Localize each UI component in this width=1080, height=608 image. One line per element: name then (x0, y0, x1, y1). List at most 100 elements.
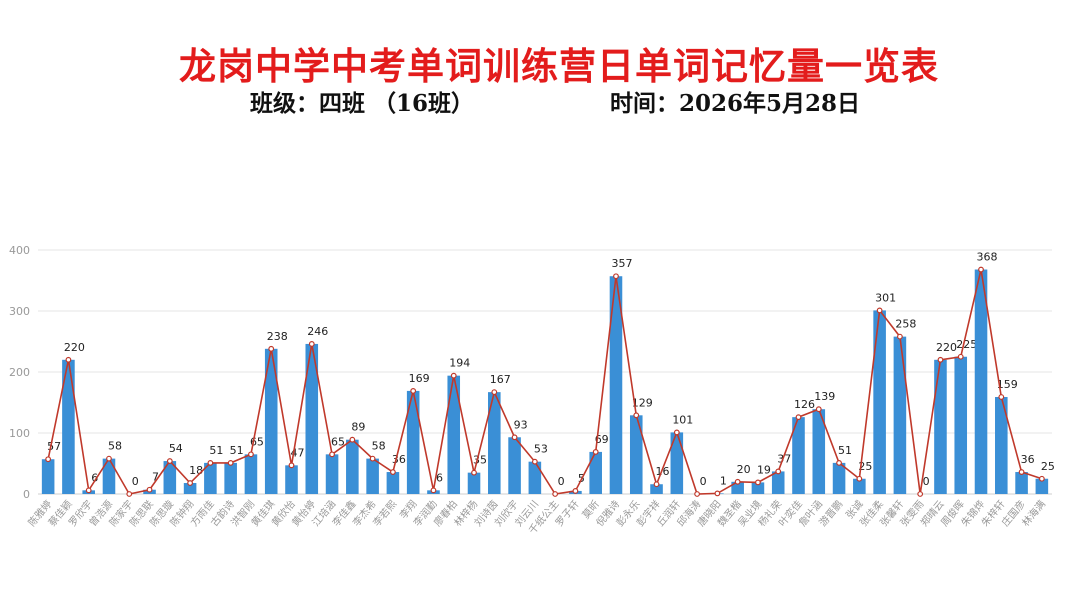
data-label: 169 (409, 372, 430, 385)
bar (954, 356, 968, 494)
series-point (856, 475, 863, 482)
series-point (1018, 469, 1025, 475)
series-point (734, 478, 741, 485)
data-label: 238 (267, 330, 288, 343)
series-point (227, 459, 234, 466)
data-label: 159 (997, 378, 1018, 391)
data-label: 18 (189, 464, 203, 477)
series-point (937, 356, 944, 363)
bar (163, 461, 177, 494)
y-tick-label: 0 (23, 488, 30, 501)
series-point (471, 469, 477, 476)
data-label: 53 (534, 443, 548, 456)
bar (325, 454, 339, 494)
data-label: 58 (108, 440, 122, 453)
series-point (795, 414, 802, 421)
bar (893, 336, 907, 494)
series-point (207, 459, 214, 466)
data-label: 51 (230, 444, 244, 457)
series-point (694, 491, 700, 497)
series-point (836, 459, 842, 466)
data-label: 7 (152, 471, 159, 484)
bar (346, 439, 359, 494)
bar (731, 481, 744, 494)
y-tick-label: 200 (9, 366, 30, 379)
data-label: 139 (814, 390, 835, 403)
data-label: 220 (64, 341, 85, 354)
series-point (166, 458, 173, 464)
series-point (998, 394, 1005, 400)
data-label: 220 (936, 341, 957, 354)
data-label: 51 (838, 444, 852, 457)
data-label: 0 (132, 475, 139, 488)
bar (264, 348, 278, 494)
series-point (572, 488, 579, 494)
data-label: 6 (436, 471, 443, 484)
series-point (775, 468, 782, 475)
data-label: 357 (611, 257, 632, 270)
series-point (430, 487, 437, 494)
data-label: 129 (632, 396, 653, 409)
data-label: 20 (737, 463, 751, 476)
series-point (146, 486, 153, 493)
series-point (653, 481, 660, 488)
series-point (106, 455, 112, 462)
data-label: 101 (672, 413, 693, 426)
chart-title: 龙岗中学中考单词训练营日单词记忆量一览表 (179, 44, 939, 88)
series-point (329, 451, 335, 458)
data-label: 93 (514, 418, 528, 431)
data-label: 89 (351, 421, 365, 434)
series-point (511, 434, 518, 441)
bar (995, 397, 1008, 494)
bar (41, 459, 55, 494)
series-point (308, 341, 315, 347)
series-point (268, 345, 275, 352)
series-point (978, 266, 984, 273)
data-label: 35 (473, 454, 487, 467)
series-point (592, 449, 599, 455)
bar (508, 437, 521, 494)
bar (1015, 472, 1028, 494)
data-label: 301 (875, 291, 896, 304)
bar (670, 432, 684, 494)
data-label: 246 (307, 325, 328, 338)
class-label: 班级：四班 （16班） (250, 90, 475, 117)
series-point (673, 429, 680, 436)
bar (792, 417, 805, 494)
data-label: 126 (794, 398, 815, 411)
series-point (755, 479, 761, 486)
data-label: 19 (757, 463, 771, 476)
series-line (47, 269, 1043, 495)
series-point (491, 389, 498, 396)
data-label: 225 (956, 338, 977, 351)
series-point (349, 436, 356, 443)
series-point (633, 412, 640, 419)
bar (771, 471, 785, 494)
bar (609, 276, 623, 494)
series-point (369, 455, 376, 462)
series-point (126, 491, 133, 497)
data-label: 258 (895, 318, 916, 331)
series-point (876, 307, 883, 314)
bar (853, 478, 866, 494)
bar (1035, 478, 1049, 494)
bar (974, 269, 988, 494)
series-point (957, 353, 964, 360)
y-tick-label: 100 (9, 427, 30, 440)
y-tick-label: 300 (9, 305, 30, 318)
series-point (531, 458, 538, 465)
series-point (552, 491, 559, 497)
data-label: 51 (209, 444, 223, 457)
data-label: 37 (777, 452, 791, 465)
bar (204, 462, 217, 494)
bar (934, 359, 947, 494)
bar (528, 461, 542, 494)
data-label: 65 (331, 435, 345, 448)
series-point (917, 491, 924, 497)
data-label: 16 (656, 465, 670, 478)
data-label: 0 (558, 475, 565, 488)
bar (102, 458, 116, 494)
bar (629, 415, 643, 494)
bar (447, 375, 461, 494)
data-label: 36 (392, 453, 406, 466)
